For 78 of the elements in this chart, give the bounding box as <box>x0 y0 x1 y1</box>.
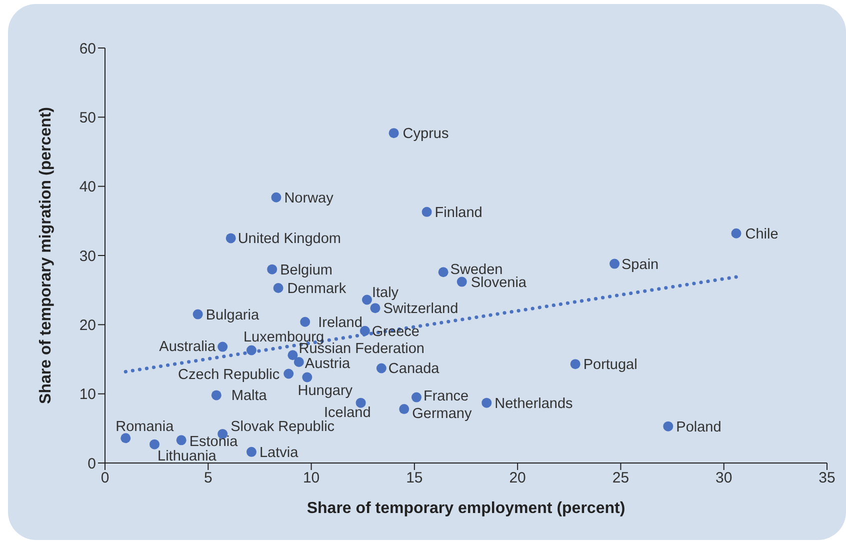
annotation: Poland <box>676 419 722 436</box>
point <box>288 350 298 360</box>
annotation: Iceland <box>324 404 371 421</box>
annotation: Slovak Republic <box>230 418 335 435</box>
point <box>399 404 410 414</box>
point <box>388 128 399 138</box>
y-tick-label: 50 <box>79 109 96 126</box>
x-tick-label: 25 <box>612 470 630 487</box>
point <box>150 439 160 450</box>
x-tick-label: 30 <box>716 470 732 487</box>
point <box>376 363 386 374</box>
point <box>176 435 186 446</box>
annotation: Italy <box>372 284 400 301</box>
y-tick-label: 10 <box>79 386 96 404</box>
point <box>438 267 448 278</box>
point <box>267 264 278 274</box>
annotation: Netherlands <box>494 396 573 412</box>
point <box>570 359 580 370</box>
point <box>610 258 620 269</box>
y-tick-label: 30 <box>79 248 96 265</box>
annotation: Australia <box>159 338 217 355</box>
y-tick-label: 0 <box>88 455 96 472</box>
annotation: Cyprus <box>402 126 449 142</box>
point <box>422 206 432 217</box>
point <box>300 316 310 327</box>
point <box>271 192 282 202</box>
annotation: Malta <box>231 388 268 404</box>
annotation: Chile <box>745 226 778 242</box>
annotation: Lithuania <box>158 448 218 464</box>
point <box>456 276 467 287</box>
point <box>226 233 236 244</box>
x-tick-label: 0 <box>100 470 110 487</box>
x-tick-label: 5 <box>204 470 212 487</box>
point <box>211 390 222 400</box>
annotation: Austria <box>304 356 351 372</box>
x-tick-label: 35 <box>818 470 836 487</box>
point <box>218 342 228 352</box>
annotation: Latvia <box>259 444 300 461</box>
point <box>192 309 203 320</box>
point <box>370 303 380 314</box>
annotation: France <box>423 388 469 404</box>
point <box>273 283 284 294</box>
annotation: Finland <box>434 204 482 221</box>
annotation: Romania <box>116 419 175 436</box>
annotation: Canada <box>388 361 440 378</box>
point <box>284 368 294 379</box>
y-tick-label: 20 <box>79 316 96 334</box>
annotation: Norway <box>284 190 334 206</box>
annotation: Portugal <box>583 357 638 374</box>
annotation: Belgium <box>280 262 332 278</box>
point <box>731 228 742 238</box>
point <box>294 357 304 368</box>
y-tick-label: 40 <box>79 178 96 196</box>
annotation: Greece <box>372 324 420 340</box>
x-tick-label: 20 <box>509 470 526 487</box>
x-tick-label: 15 <box>406 470 423 487</box>
point <box>411 392 422 402</box>
x-axis-title: Share of temporary employment (percent) <box>306 500 626 517</box>
point <box>482 398 492 408</box>
annotation: Switzerland <box>383 301 458 318</box>
point <box>120 433 131 444</box>
annotation: Spain <box>622 256 659 273</box>
y-axis-title: Share of temporary migration (percent) <box>38 107 55 404</box>
annotation: Ireland <box>318 314 362 331</box>
annotation: United Kingdom <box>238 231 342 248</box>
annotation: Slovenia <box>470 274 528 291</box>
annotation: Czech Republic <box>178 366 280 383</box>
annotation: Denmark <box>287 281 347 298</box>
y-tick-label: 60 <box>79 40 96 58</box>
point <box>663 421 674 432</box>
annotation: Germany <box>412 406 472 422</box>
point <box>362 294 372 305</box>
x-tick-label: 10 <box>302 470 320 487</box>
point <box>302 372 312 382</box>
annotation: Hungary <box>298 383 354 400</box>
annotation: Estonia <box>189 434 239 450</box>
annotation: Bulgaria <box>206 307 260 324</box>
point <box>246 446 256 457</box>
